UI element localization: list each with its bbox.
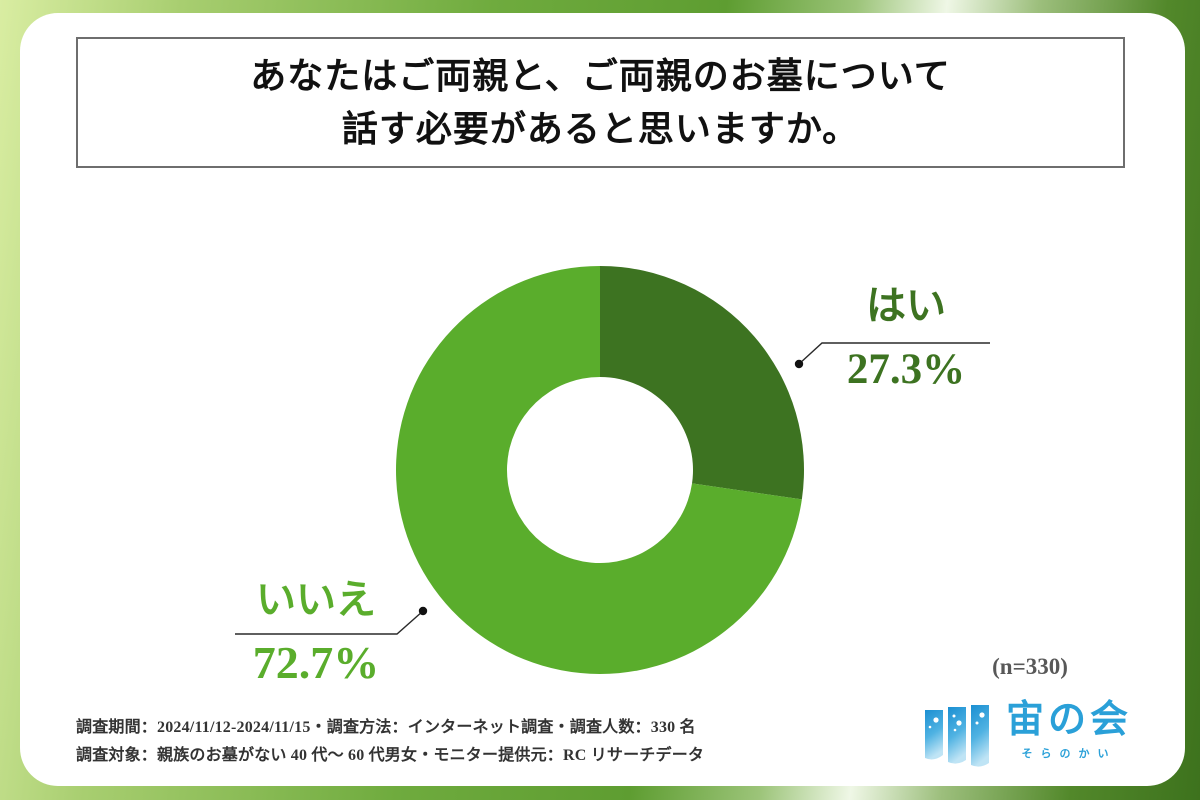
- title-box: あなたはご両親と、ご両親のお墓について 話す必要があると思いますか。: [76, 37, 1125, 168]
- donut-chart: [396, 266, 804, 674]
- logo-text-block: 宙の会 そらのかい: [1006, 699, 1133, 761]
- logo-name: 宙の会: [1006, 699, 1133, 741]
- yes-label-text: はい: [866, 283, 946, 328]
- callout-yes-label: はい: [822, 284, 990, 328]
- donut-slice-yes: [600, 266, 804, 500]
- callout-yes-value: 27.3%: [822, 346, 990, 393]
- sample-size-label: (n=330): [992, 654, 1068, 679]
- yes-value-text: 27.3%: [846, 346, 966, 393]
- callout-no-value: 72.7%: [225, 637, 407, 689]
- title-line-1: あなたはご両親と、ご両親のお墓について: [250, 56, 951, 97]
- donut-slice-no: [396, 266, 802, 674]
- logo-reading: そらのかい: [1021, 747, 1117, 760]
- callout-no-label: いいえ: [235, 578, 397, 622]
- survey-footnote: 調査期間：2024/11/12-2024/11/15・調査方法：インターネット調…: [76, 714, 704, 770]
- footnote-line-2: 調査対象：親族のお墓がない 40 代～ 60 代男女・モニター提供元：RC リサ…: [76, 747, 705, 764]
- title-line-2: 話す必要があると思いますか。: [341, 108, 860, 149]
- no-label-text: いいえ: [256, 577, 376, 622]
- footnote-line-1: 調査期間：2024/11/12-2024/11/15・調査方法：インターネット調…: [76, 719, 696, 736]
- logo-panels-icon: [925, 705, 989, 767]
- sora-no-kai-logo: 宙の会 そらのかい: [922, 699, 1133, 770]
- no-value-text: 72.7%: [252, 637, 380, 688]
